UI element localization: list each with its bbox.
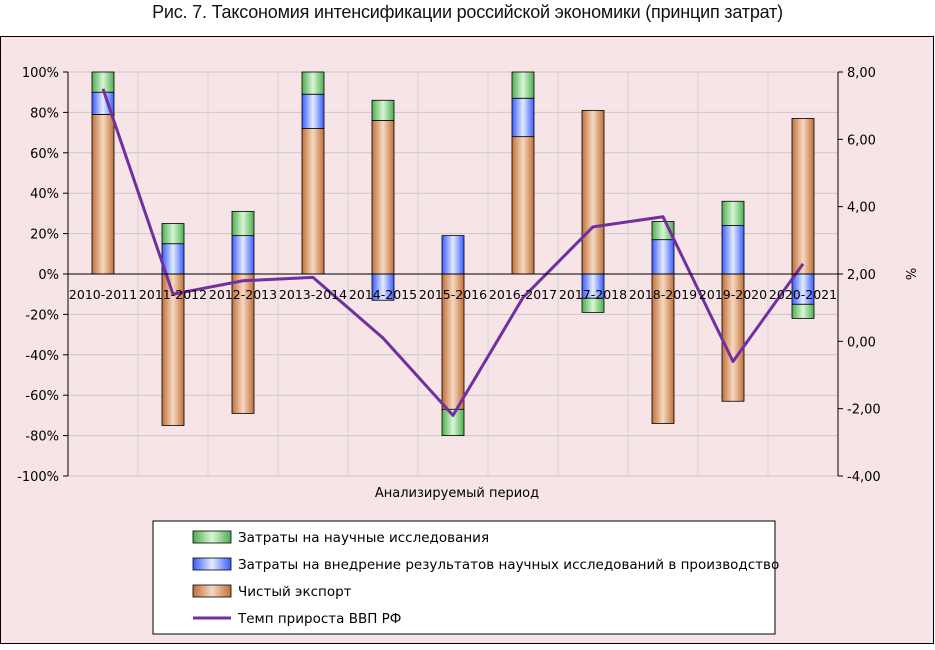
x-axis-category-label: 2015-2016 xyxy=(419,287,487,302)
bar-implementation xyxy=(231,235,255,275)
bar-export xyxy=(581,109,605,275)
axes-group: 100% 80% 60% 40% 20% 0% -20% -40% -60% -80% -100% 8… xyxy=(17,66,881,485)
bar-science xyxy=(371,99,395,121)
y2-axis-tick-label: -2,00 xyxy=(847,403,881,418)
y2-axis-tick-label: 8,00 xyxy=(847,66,876,81)
y2-axis-tick-label: 0,00 xyxy=(847,335,876,350)
y-axis-tick-label: 0% xyxy=(38,268,59,283)
y-axis-tick-label: 20% xyxy=(30,228,59,243)
x-axis-category-label: 2017-2018 xyxy=(559,287,627,302)
y-axis-tick-label: 100% xyxy=(22,66,59,81)
bar-export xyxy=(91,114,115,275)
bar-implementation xyxy=(651,239,675,275)
bar-implementation xyxy=(441,235,465,275)
y-axis-tick-label: 40% xyxy=(30,187,59,202)
bar-science xyxy=(581,297,605,313)
bar-science xyxy=(231,210,255,237)
bar-science xyxy=(511,71,535,99)
x-axis-category-label: 2020-2021 xyxy=(769,287,837,302)
legend-swatch-implementation xyxy=(192,557,232,571)
x-axis-category-label: 2013-2014 xyxy=(279,287,347,302)
legend-label-implementation: Затраты на внедрение результатов научных… xyxy=(238,557,779,573)
y-axis-tick-label: -80% xyxy=(25,430,59,445)
x-axis-category-label: 2018-2019 xyxy=(629,287,697,302)
y2-axis-tick-label: 6,00 xyxy=(847,133,876,148)
y2-axis-tick-label: 4,00 xyxy=(847,201,876,216)
legend-swatch-science xyxy=(192,530,232,544)
x-axis-category-label: 2011-2012 xyxy=(139,287,207,302)
gdp-growth-line xyxy=(101,88,805,417)
bar-export xyxy=(371,120,395,275)
y-axis-tick-label: 80% xyxy=(30,106,59,121)
bar-implementation xyxy=(511,97,535,138)
x-axis-category-label: 2012-2013 xyxy=(209,287,277,302)
x-axis-category-label: 2014-2015 xyxy=(349,287,417,302)
bar-science xyxy=(301,71,325,95)
legend-label-science: Затраты на научные исследования xyxy=(238,530,489,546)
chart-panel: 100% 80% 60% 40% 20% 0% -20% -40% -60% -80% -100% 8… xyxy=(0,36,935,645)
figure-title: Рис. 7. Таксономия интенсификации россий… xyxy=(152,2,783,22)
bar-science xyxy=(791,303,815,319)
bar-export xyxy=(301,128,325,275)
y-axis-tick-label: -20% xyxy=(25,308,59,323)
y-axis-tick-label: -60% xyxy=(25,389,59,404)
bar-science xyxy=(441,408,465,436)
y2-axis-tick-label: -4,00 xyxy=(847,470,881,485)
x-axis-title: Анализируемый период xyxy=(375,486,539,501)
bar-export xyxy=(511,136,535,275)
bar-implementation xyxy=(721,225,745,275)
y-axis-tick-label: 60% xyxy=(30,147,59,162)
x-axis-category-label: 2019-2020 xyxy=(699,287,767,302)
legend-label-gdp: Темп прироста ВВП РФ xyxy=(237,611,401,627)
bar-science xyxy=(721,200,745,226)
bar-science xyxy=(161,223,185,245)
bar-export xyxy=(791,118,815,275)
y2-axis-tick-label: 2,00 xyxy=(847,268,876,283)
chart-svg: 100% 80% 60% 40% 20% 0% -20% -40% -60% -80% -100% 8… xyxy=(0,36,934,644)
legend: Затраты на научные исследования Затраты н… xyxy=(152,520,779,635)
legend-label-export: Чистый экспорт xyxy=(238,584,352,600)
y-axis-tick-label: -40% xyxy=(25,349,59,364)
x-axis-category-label: 2010-2011 xyxy=(69,287,137,302)
legend-box xyxy=(152,520,776,635)
secondary-y-axis-title: % xyxy=(905,268,920,280)
y-axis-tick-label: -100% xyxy=(17,470,59,485)
bar-implementation xyxy=(301,93,325,129)
gdp-line-group xyxy=(101,88,805,417)
x-axis-category-label: 2016-2017 xyxy=(489,287,557,302)
legend-swatch-export xyxy=(192,584,232,598)
